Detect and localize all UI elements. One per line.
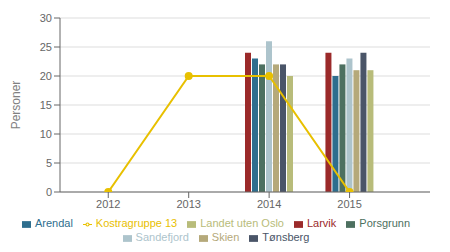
svg-text:0: 0 (46, 186, 52, 198)
html-text:Skien: Skien (211, 231, 240, 243)
svg-text:2014: 2014 (257, 198, 281, 210)
html-text:Tønsberg: Tønsberg (262, 231, 310, 243)
svg-text:30: 30 (40, 12, 52, 24)
svg-text:25: 25 (40, 41, 52, 53)
svg-text:Personer: Personer (9, 81, 23, 130)
html-text:Arendal: Arendal (34, 217, 73, 229)
svg-text:20: 20 (40, 70, 52, 82)
svg-text:15: 15 (40, 99, 52, 111)
html-text:Larvik: Larvik (307, 217, 337, 229)
svg-text:10: 10 (40, 128, 52, 140)
svg-text:2012: 2012 (96, 198, 120, 210)
html-text:Kostragruppe 13: Kostragruppe 13 (95, 217, 178, 229)
svg-text:2015: 2015 (337, 198, 361, 210)
svg-text:5: 5 (46, 157, 52, 169)
svg-text:2013: 2013 (176, 198, 200, 210)
html-text:Porsgrunn: Porsgrunn (359, 217, 411, 229)
html-text:Sandefjord: Sandefjord (135, 231, 189, 243)
html-text:Landet uten Oslo: Landet uten Oslo (200, 217, 284, 229)
